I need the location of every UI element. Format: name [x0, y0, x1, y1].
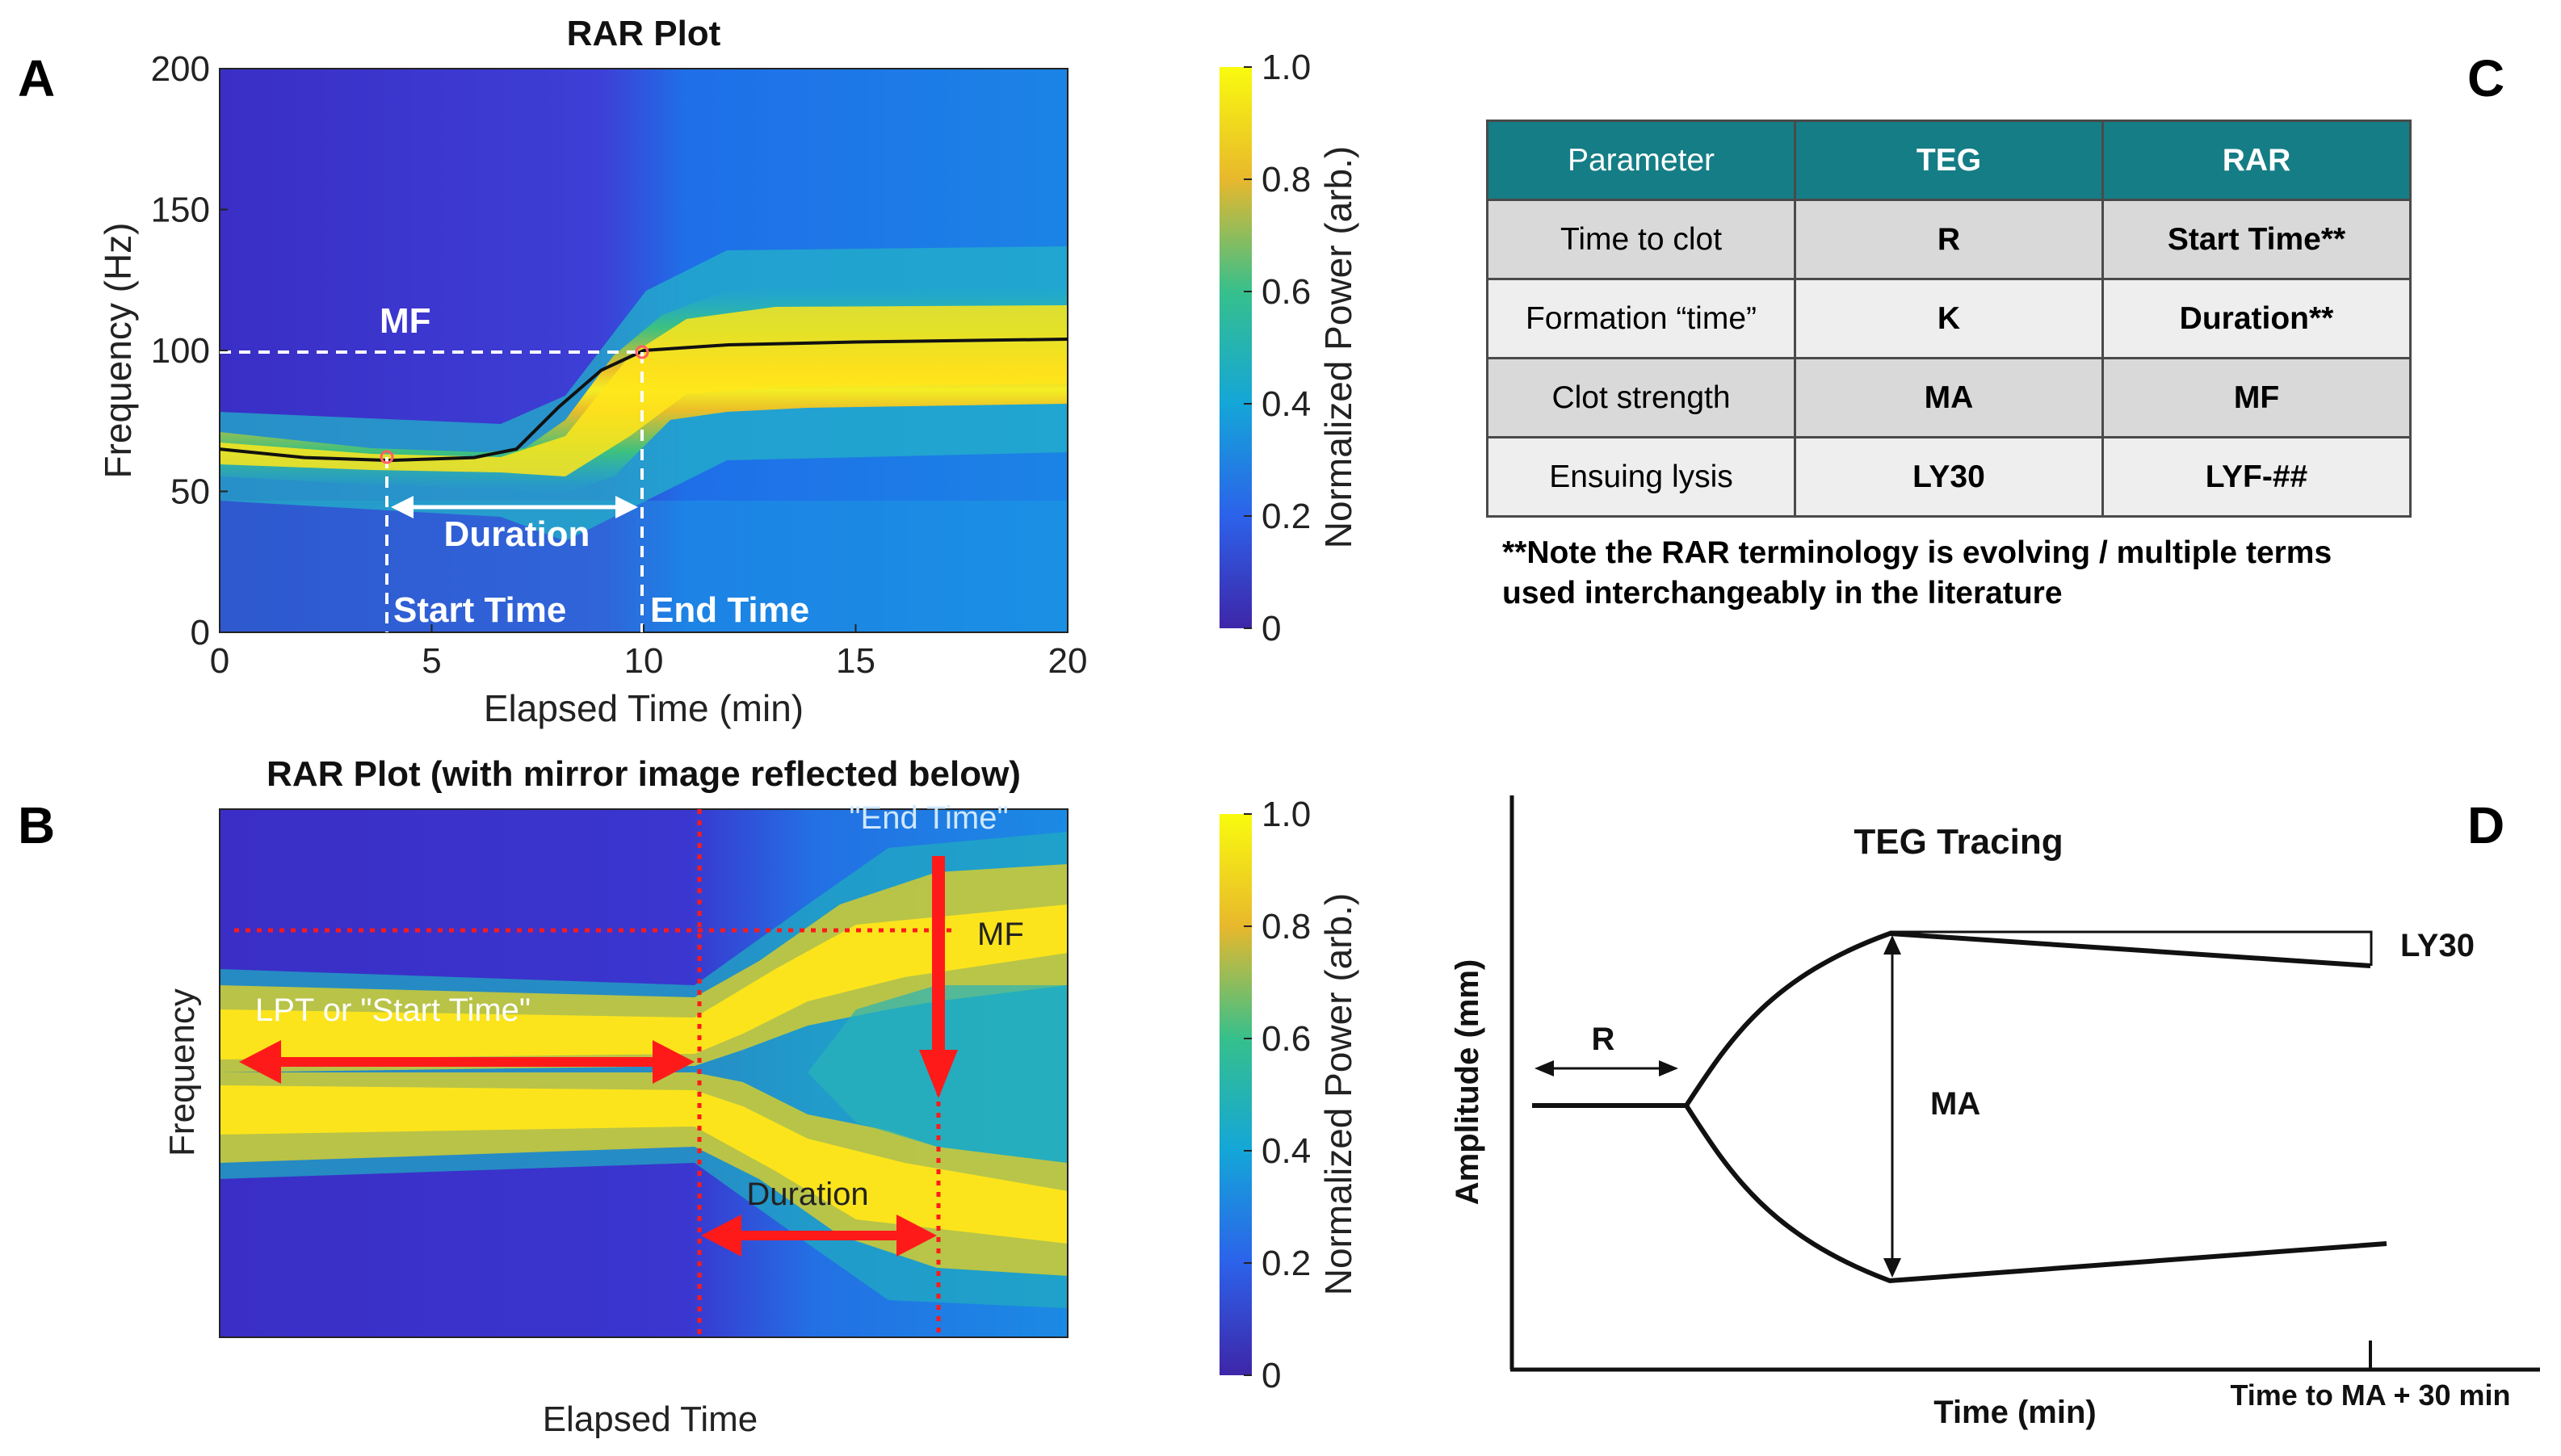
mf-label-b: MF [977, 917, 1024, 952]
teg-tracing: TEG Tracing R MA LY30 Amplitude (mm) Tim… [1450, 795, 2540, 1430]
table-cell: K [1794, 278, 2104, 359]
y-tick-label: 0 [191, 613, 210, 652]
teg-upper-trace [1532, 930, 2371, 1108]
table-cell: R [1794, 199, 2104, 280]
note-line-2: used interchangeably in the literature [1502, 576, 2063, 611]
duration-label: Duration [444, 514, 590, 554]
colorbar-tick-label: 0.2 [1262, 1244, 1311, 1283]
table-header-teg: TEG [1794, 120, 2104, 201]
panel-label-b: B [18, 796, 56, 854]
y-tick-label: 50 [170, 472, 210, 512]
colorbar-tick-label: 1.0 [1262, 795, 1311, 834]
mf-curve [219, 338, 1068, 463]
rar-plot-a: MF Duration Start Time End Time RAR Plot… [97, 14, 1088, 729]
table-row: Clot strength MA MF [1486, 357, 2412, 438]
y-axis-label-d: Amplitude (mm) [1450, 959, 1485, 1205]
colorbar-tick-label: 0 [1262, 609, 1281, 648]
start-point-marker [380, 450, 394, 464]
x-tick-label: 20 [1048, 641, 1088, 681]
colorbar-tick-label: 0 [1262, 1356, 1281, 1395]
r-label: R [1592, 1022, 1615, 1057]
colorbar-label-a: Normalized Power (arb.) [1317, 146, 1359, 548]
colorbar-tick-label: 1.0 [1262, 48, 1311, 87]
colorbar-a: 0 0.2 0.4 0.6 0.8 1.0 Normalized Power (arb.) [1220, 48, 1359, 648]
ly30-label: LY30 [2400, 928, 2475, 963]
panel-label-d: D [2467, 796, 2505, 854]
colorbar-tick-label: 0.4 [1262, 1131, 1311, 1171]
mf-label: MF [380, 301, 431, 341]
ma-label: MA [1930, 1086, 1980, 1122]
x-tick-label: 10 [624, 641, 664, 681]
note-line-1: **Note the RAR terminology is evolving /… [1502, 535, 2332, 570]
y-tick-label: 200 [151, 49, 210, 89]
x-tick-label-d: Time to MA + 30 min [2230, 1378, 2510, 1412]
table-header-parameter: Parameter [1486, 120, 1796, 201]
table-cell: Duration** [2101, 278, 2412, 359]
table-cell: Start Time** [2101, 199, 2412, 280]
x-tick-label: 5 [422, 641, 441, 681]
y-tick-label: 150 [151, 191, 210, 230]
lpt-label: LPT or "Start Time" [255, 992, 531, 1028]
duration-label-b: Duration [746, 1177, 868, 1212]
x-ticks-a: 0 5 10 15 20 [210, 624, 1088, 681]
colorbar-label-b: Normalized Power (arb.) [1317, 893, 1359, 1295]
colorbar-tick-label: 0.8 [1262, 907, 1311, 946]
chart-title-b: RAR Plot (with mirror image reflected be… [267, 754, 1021, 794]
x-axis-label-b: Elapsed Time [543, 1399, 758, 1439]
table-cell: MA [1794, 357, 2104, 438]
x-axis-label-d: Time (min) [1933, 1395, 2097, 1430]
chart-title-a: RAR Plot [567, 14, 721, 53]
table-row: Formation “time” K Duration** [1486, 278, 2412, 359]
colorbar-tick-label: 0.6 [1262, 272, 1311, 312]
y-axis-label-a: Frequency (Hz) [97, 223, 139, 479]
parameter-table: Parameter TEG RAR Time to clot R Start T… [1486, 120, 2412, 518]
x-tick-label: 15 [836, 641, 875, 681]
end-time-label-b: "End Time" [849, 800, 1008, 836]
x-tick-label: 0 [210, 641, 229, 681]
terminology-note: **Note the RAR terminology is evolving /… [1502, 533, 2471, 614]
end-point-marker [635, 345, 649, 359]
y-axis-label-b: Frequency [162, 988, 202, 1156]
heatmap-area-b [220, 809, 1068, 1337]
table-cell: Time to clot [1486, 199, 1796, 280]
colorbar-tick-label: 0.8 [1262, 160, 1311, 199]
table-header-rar: RAR [2101, 120, 2412, 201]
table-cell: Ensuing lysis [1486, 436, 1796, 518]
panel-label-a: A [18, 49, 56, 107]
table-cell: Clot strength [1486, 357, 1796, 438]
rar-plot-b: RAR Plot (with mirror image reflected be… [162, 754, 1068, 1439]
x-axis-label-a: Elapsed Time (min) [484, 687, 804, 729]
table-cell: LYF-## [2101, 436, 2412, 518]
panel-label-c: C [2467, 49, 2505, 107]
colorbar-b: 0 0.2 0.4 0.6 0.8 1.0 Normalized Power (arb.) [1220, 795, 1359, 1395]
table-row: Ensuing lysis LY30 LYF-## [1486, 436, 2412, 518]
colorbar-tick-label: 0.4 [1262, 384, 1311, 424]
start-time-label: Start Time [393, 590, 566, 630]
table-row: Time to clot R Start Time** [1486, 199, 2412, 280]
chart-title-d: TEG Tracing [1854, 822, 2063, 862]
y-ticks-a: 0 50 100 150 200 [151, 49, 228, 652]
end-time-label: End Time [650, 590, 809, 630]
colorbar-tick-label: 0.6 [1262, 1019, 1311, 1059]
y-tick-label: 100 [151, 331, 210, 371]
table-cell: Formation “time” [1486, 278, 1796, 359]
colorbar-tick-label: 0.2 [1262, 497, 1311, 536]
ly30-bracket [1890, 930, 2373, 966]
table-cell: LY30 [1794, 436, 2104, 518]
teg-lower-trace [1684, 1104, 2387, 1284]
table-cell: MF [2101, 357, 2412, 438]
